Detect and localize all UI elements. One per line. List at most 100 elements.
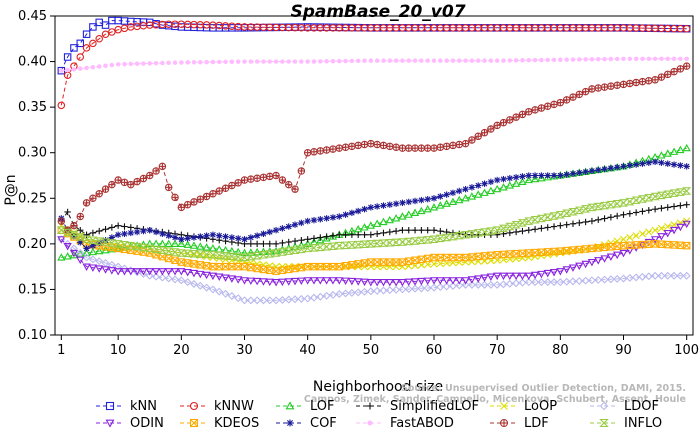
data-point bbox=[581, 205, 591, 213]
data-point bbox=[454, 231, 464, 240]
data-point bbox=[373, 230, 381, 238]
data-point bbox=[632, 232, 640, 240]
data-point bbox=[57, 253, 66, 261]
data-point bbox=[461, 139, 470, 148]
data-point bbox=[455, 277, 464, 285]
data-point bbox=[596, 56, 601, 62]
data-point bbox=[310, 148, 318, 156]
data-point bbox=[305, 59, 310, 64]
data-point bbox=[242, 59, 247, 64]
watermark-line-2: Campos, Zimek, Sander, Campello, Micenko… bbox=[304, 394, 686, 405]
data-point bbox=[64, 208, 71, 216]
data-point bbox=[354, 278, 363, 286]
data-point bbox=[126, 268, 135, 276]
data-point bbox=[342, 211, 349, 218]
data-point bbox=[607, 82, 615, 90]
data-point bbox=[684, 56, 689, 62]
data-point bbox=[442, 142, 451, 151]
series-fastabod bbox=[59, 56, 689, 73]
data-point bbox=[524, 175, 533, 184]
data-point bbox=[550, 223, 558, 230]
data-point bbox=[223, 59, 228, 65]
data-point bbox=[601, 165, 608, 173]
data-point bbox=[279, 225, 286, 232]
data-point bbox=[627, 56, 633, 62]
legend-marker bbox=[366, 402, 374, 410]
legend-marker bbox=[499, 418, 509, 428]
data-point bbox=[588, 217, 596, 225]
data-point bbox=[158, 239, 167, 247]
data-point bbox=[518, 110, 527, 119]
data-point bbox=[247, 240, 255, 248]
data-point bbox=[646, 56, 652, 62]
data-point bbox=[101, 238, 111, 246]
data-point bbox=[285, 238, 292, 246]
data-point bbox=[444, 58, 449, 63]
data-point bbox=[437, 193, 444, 200]
data-point bbox=[650, 236, 660, 244]
data-point bbox=[480, 274, 489, 282]
data-point bbox=[501, 58, 506, 63]
data-point bbox=[183, 278, 192, 287]
y-tick-label: 0.30 bbox=[18, 146, 47, 161]
data-point bbox=[373, 286, 382, 295]
data-point bbox=[530, 271, 540, 280]
data-point bbox=[575, 262, 584, 271]
data-point bbox=[569, 93, 577, 101]
data-point bbox=[57, 236, 66, 244]
data-point bbox=[544, 224, 551, 231]
series-lof bbox=[57, 143, 691, 261]
data-point bbox=[475, 58, 481, 63]
data-point bbox=[260, 240, 267, 248]
series-line-ldf bbox=[60, 65, 687, 231]
data-point bbox=[354, 260, 362, 268]
data-point bbox=[619, 80, 628, 89]
data-point bbox=[132, 242, 142, 251]
data-point bbox=[63, 239, 72, 248]
data-point bbox=[323, 233, 330, 240]
data-point bbox=[549, 172, 559, 180]
legend-marker bbox=[105, 419, 115, 428]
data-point bbox=[347, 277, 357, 286]
data-point bbox=[430, 226, 438, 234]
legend-marker bbox=[367, 420, 373, 426]
data-point bbox=[222, 233, 229, 240]
legend-item-inflo: INFLO bbox=[590, 416, 662, 431]
data-point bbox=[645, 159, 652, 166]
data-point bbox=[645, 228, 653, 236]
data-point bbox=[619, 249, 628, 258]
x-tick-label: 1 bbox=[57, 343, 65, 358]
data-point bbox=[63, 228, 73, 237]
data-point bbox=[632, 78, 640, 87]
data-point bbox=[158, 268, 167, 276]
data-point bbox=[179, 60, 184, 65]
data-point bbox=[198, 59, 203, 65]
data-point bbox=[438, 58, 443, 63]
data-point bbox=[246, 277, 255, 286]
data-point bbox=[549, 269, 559, 277]
data-point bbox=[241, 236, 248, 243]
data-point bbox=[486, 227, 496, 235]
data-point bbox=[291, 237, 299, 245]
data-point bbox=[158, 162, 167, 171]
data-point bbox=[221, 289, 230, 298]
data-point bbox=[429, 203, 439, 211]
data-point bbox=[272, 226, 280, 234]
data-point bbox=[682, 241, 691, 250]
data-point bbox=[448, 277, 458, 285]
data-point bbox=[96, 64, 102, 69]
data-point bbox=[265, 250, 275, 258]
data-point bbox=[121, 230, 128, 238]
data-point bbox=[657, 233, 666, 241]
data-point bbox=[254, 59, 260, 64]
data-point bbox=[499, 118, 508, 127]
data-point bbox=[474, 132, 482, 141]
data-point bbox=[448, 232, 458, 241]
data-point bbox=[164, 268, 173, 276]
data-point bbox=[310, 216, 318, 224]
data-point bbox=[76, 248, 85, 257]
y-tick-label: 0.10 bbox=[18, 328, 47, 343]
data-point bbox=[613, 164, 621, 171]
data-point bbox=[581, 260, 590, 269]
